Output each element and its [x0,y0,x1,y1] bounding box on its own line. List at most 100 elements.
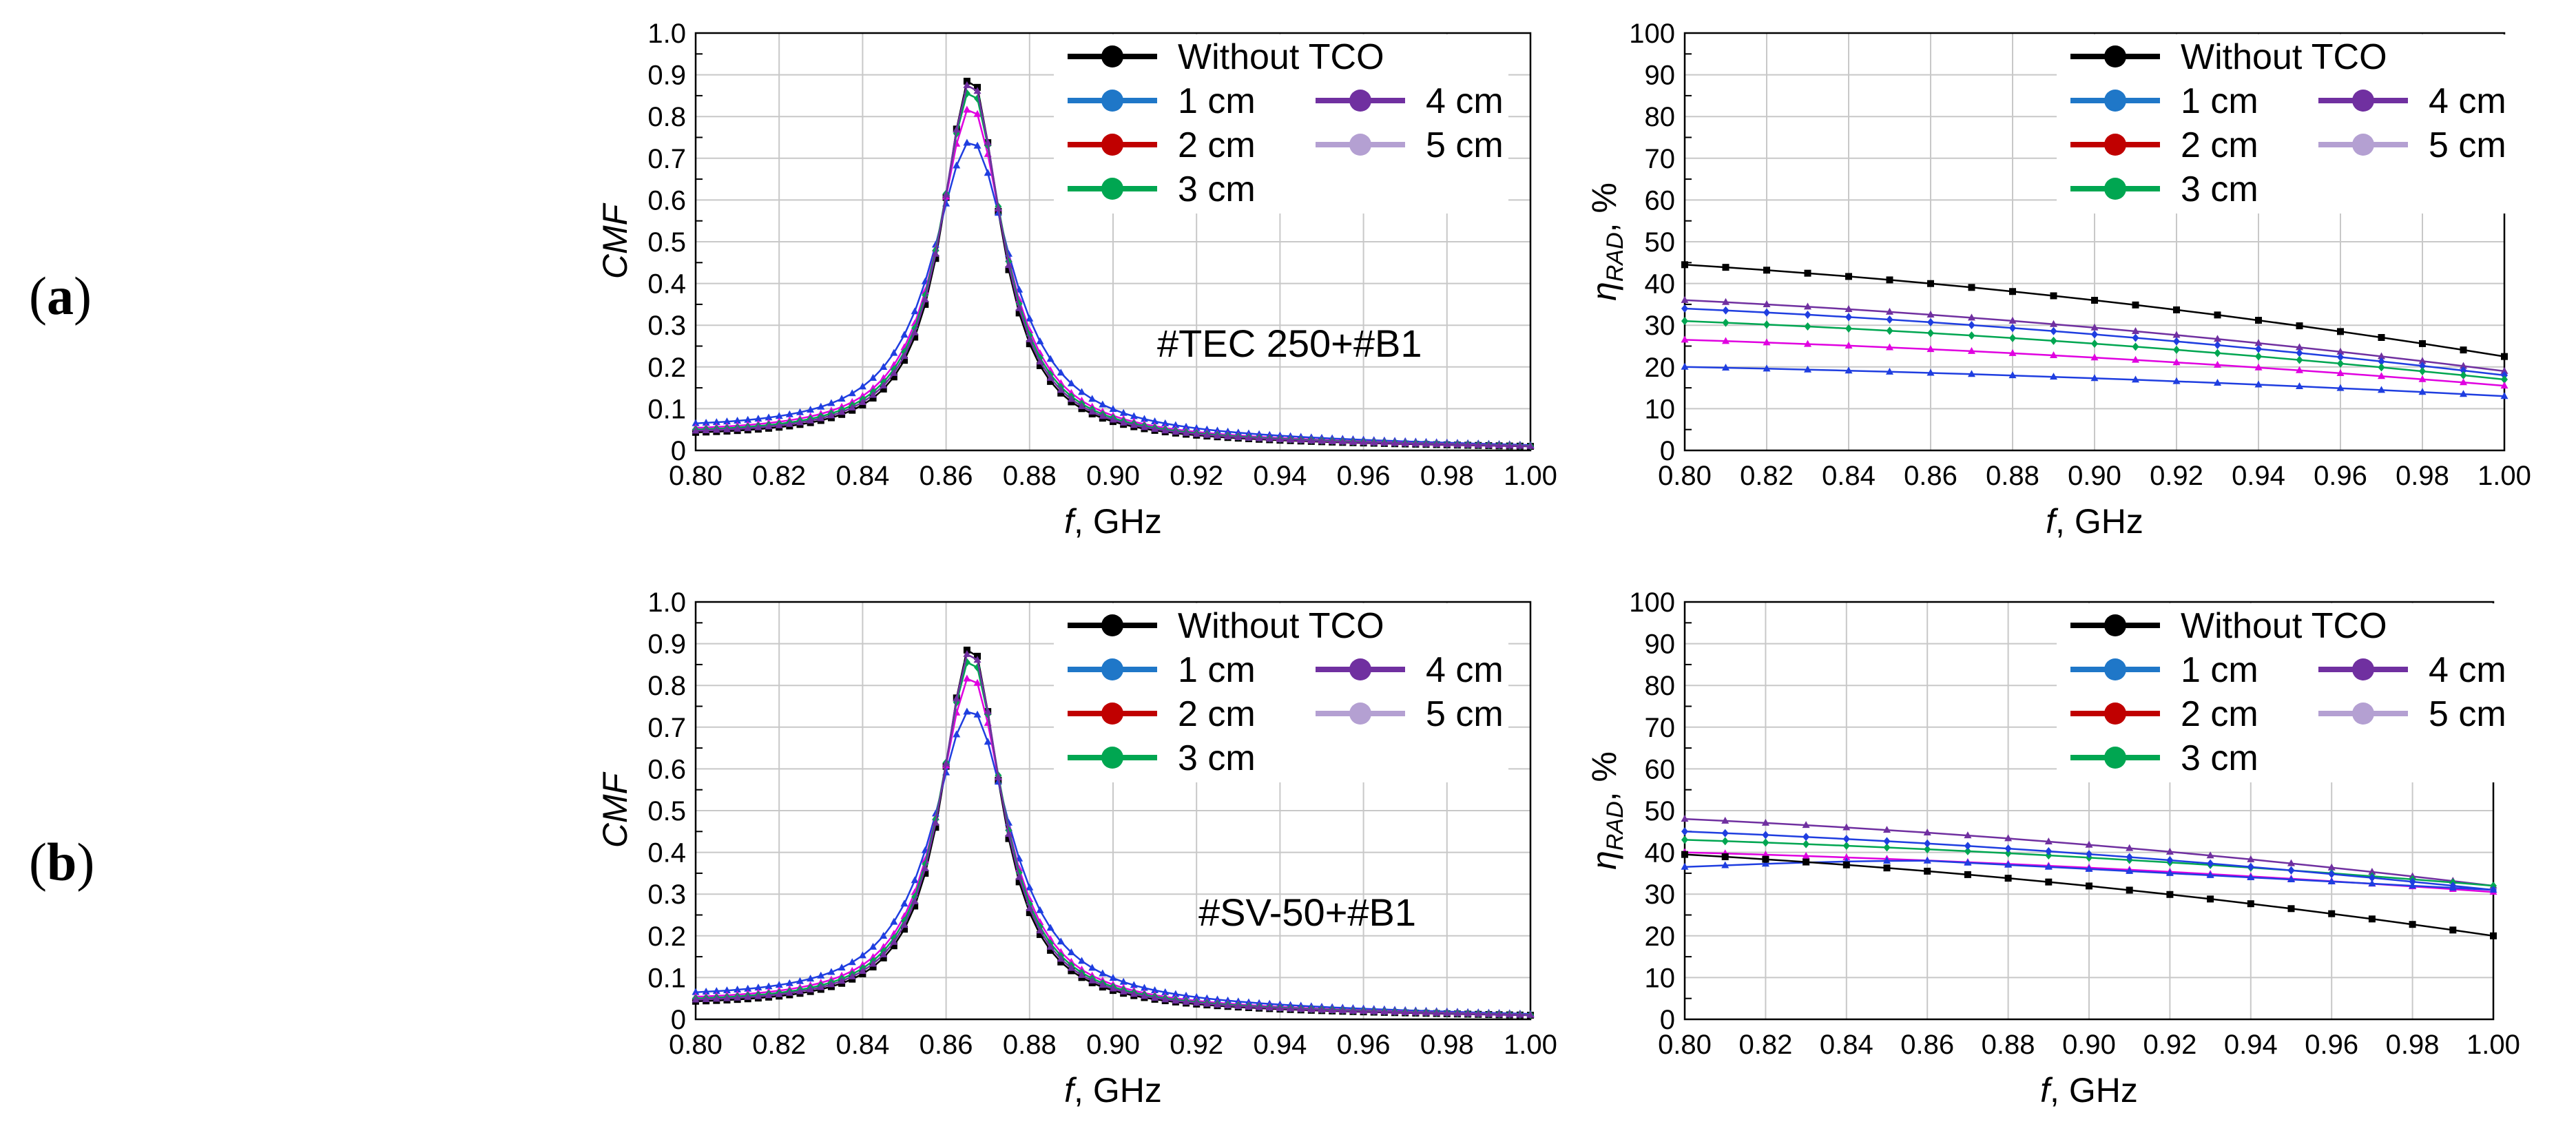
data-point [2500,382,2509,389]
data-point [1804,365,1811,373]
data-point [712,418,720,426]
data-point [1484,441,1493,448]
data-point [953,161,961,169]
y-tick-label: 70 [1645,144,1676,174]
y-tick-label: 60 [1645,185,1676,216]
x-tick-label: 0.92 [1170,461,1223,491]
data-point [2378,357,2385,366]
data-point [2004,849,2012,857]
data-point [723,425,731,433]
data-point [2460,366,2467,375]
legend-label: 1 cm [2181,650,2258,690]
data-point [1926,345,1935,353]
data-point [1802,821,1810,829]
data-point [2296,343,2303,351]
data-point [775,981,783,988]
data-point [1474,441,1482,448]
data-point [1681,362,1689,370]
data-point [692,419,700,426]
data-point [1681,295,1689,303]
y-tick-label: 0 [671,1005,686,1035]
data-point [1763,267,1770,274]
legend-label: 5 cm [2429,694,2506,734]
data-point [1681,261,1688,269]
legend-marker [1101,658,1123,680]
data-point [1307,436,1316,444]
data-point [880,363,888,371]
x-tick-label: 0.98 [2386,1030,2440,1060]
data-point [1161,419,1170,426]
data-point [2501,375,2508,384]
data-point [2254,363,2263,371]
data-point [2132,333,2139,342]
data-point [2173,345,2180,354]
data-point [827,399,835,406]
data-point [2085,864,2093,872]
data-point [1761,860,1769,867]
data-point [1015,304,1024,311]
data-point [1516,441,1524,449]
y-tick-label: 0.3 [647,880,686,910]
panel-label-a: (a) [29,266,92,326]
data-point [734,986,742,993]
data-point [1484,1010,1493,1017]
legend-label: 1 cm [2181,81,2258,121]
y-tick-label: 0.2 [647,353,686,383]
data-point [2460,371,2467,379]
data-point [744,424,752,431]
data-point [1130,981,1138,988]
y-tick-label: 0.3 [647,311,686,341]
data-point [869,959,877,967]
data-point [2004,834,2013,842]
data-point [1411,1008,1420,1016]
y-tick-label: 0 [1660,436,1675,466]
y-tick-label: 0.5 [647,227,686,258]
data-point [963,77,970,85]
legend-marker [2352,702,2374,725]
data-point [1927,280,1934,287]
data-point [2368,880,2376,887]
data-point [1411,439,1420,447]
legend-label: 2 cm [2181,694,2258,734]
data-point [1203,430,1211,438]
legend-label: 2 cm [1178,125,1256,165]
legend-marker [1349,134,1371,156]
y-tick-label: 10 [1645,963,1676,993]
data-point [2214,335,2221,342]
data-point [1804,269,1811,277]
legend-label: 4 cm [2429,650,2506,690]
data-point [1036,926,1044,934]
y-tick-label: 0.1 [647,394,686,424]
data-point [817,983,825,990]
data-point [1722,298,1730,305]
data-point [1845,324,1852,333]
data-point [942,190,951,198]
data-point [1057,937,1065,945]
data-point [1182,428,1190,436]
data-point [1721,829,1729,837]
data-point [1453,440,1462,448]
data-point [1172,990,1180,997]
legend-marker [1101,90,1123,112]
data-point [2378,334,2385,342]
legend-marker [2104,45,2126,67]
data-point [1046,373,1055,381]
legend-marker [2104,90,2126,112]
data-point [1804,310,1811,319]
data-point [1506,441,1514,449]
data-point [1845,313,1852,322]
data-point [1681,835,1688,844]
data-point [734,993,742,1001]
data-point [754,415,762,422]
data-point [900,352,908,360]
data-point [973,656,981,663]
data-point [2207,895,2214,903]
legend-marker [2104,178,2126,200]
x-tick-label: 1.00 [1504,1030,1557,1060]
data-point [1763,338,1771,346]
data-point [1182,991,1190,999]
y-tick-label: 40 [1645,838,1676,868]
data-point [2050,320,2057,327]
data-point [1924,839,1931,848]
data-point [900,921,908,928]
